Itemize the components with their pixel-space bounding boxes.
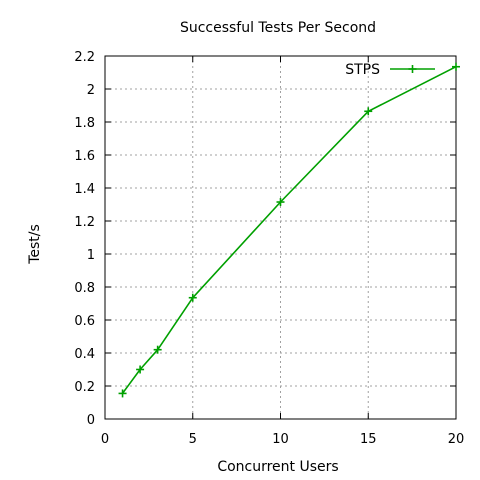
legend-label: STPS — [345, 62, 380, 78]
y-tick-label: 0.6 — [74, 314, 95, 329]
data-point-marker — [153, 345, 162, 354]
y-tick-label: 0.2 — [74, 380, 95, 395]
y-tick-label: 0.8 — [74, 281, 95, 296]
y-tick-label: 0.4 — [74, 347, 95, 362]
axis-ticks: 0 0.2 0.4 0.6 0.8 1 1.2 1.4 1.6 1.8 2 2.2 0 5 10 15 20 — [74, 50, 464, 447]
data-point-marker — [364, 107, 373, 116]
data-point-marker — [188, 293, 197, 302]
series-layer — [118, 62, 460, 398]
data-point-marker — [276, 198, 285, 207]
y-tick-label: 1.4 — [74, 182, 95, 197]
legend-marker — [408, 65, 417, 73]
y-tick-label: 2 — [87, 83, 95, 98]
y-tick-label: 1.8 — [74, 116, 95, 131]
x-tick-label: 15 — [360, 432, 377, 447]
data-point-marker — [136, 365, 145, 374]
y-tick-label: 0 — [87, 413, 95, 428]
series-line-stps — [121, 65, 457, 394]
data-point-marker — [452, 62, 460, 71]
y-axis-label: Test/s — [27, 224, 43, 265]
chart-title: Successful Tests Per Second — [180, 20, 376, 36]
x-axis-label: Concurrent Users — [217, 459, 338, 475]
y-tick-label: 1 — [87, 248, 95, 263]
x-tick-label: 10 — [272, 432, 289, 447]
legend-marker-plus — [408, 65, 417, 73]
legend: STPS — [345, 62, 435, 78]
data-point-marker — [118, 389, 127, 398]
grid — [105, 56, 456, 419]
x-tick-label: 0 — [101, 432, 109, 447]
x-tick-label: 5 — [189, 432, 197, 447]
x-tick-label: 20 — [448, 432, 465, 447]
y-tick-label: 1.2 — [74, 215, 95, 230]
y-tick-label: 2.2 — [74, 50, 95, 65]
y-tick-label: 1.6 — [74, 149, 95, 164]
